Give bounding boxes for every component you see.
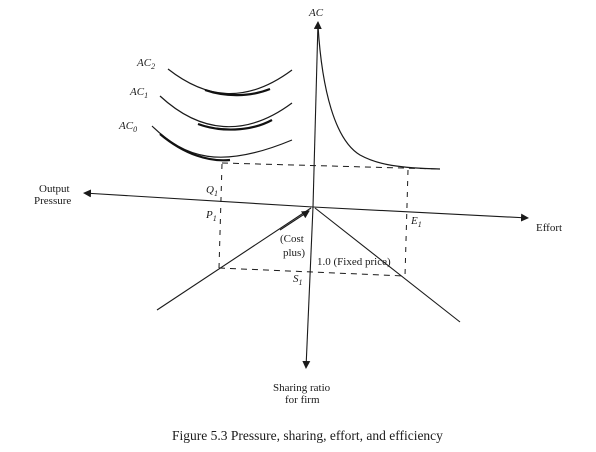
ac1-curve-bottom <box>197 119 273 131</box>
q1-label: Q1 <box>206 184 218 198</box>
ac1-curve <box>159 95 293 128</box>
for-firm-label: for firm <box>285 394 320 406</box>
ac2-curve <box>167 68 293 95</box>
sharing-ratio-label: Sharing ratio <box>273 382 331 394</box>
ac-axis-label: AC <box>308 7 324 19</box>
s1-label: S1 <box>293 273 303 287</box>
ac1-label: AC1 <box>129 86 148 100</box>
fixed-price-label: 1.0 (Fixed price) <box>317 256 391 268</box>
left-sharing-line <box>156 207 312 311</box>
cost-plus-label-line1: (Cost <box>280 233 304 245</box>
horizontal-axis-right <box>312 206 529 222</box>
p1-label: P1 <box>205 209 217 223</box>
ac2-curve-bottom <box>204 87 271 97</box>
dashed-top-connector <box>221 162 439 170</box>
e1-label: E1 <box>410 215 422 229</box>
horizontal-axis-left <box>83 189 314 208</box>
vertical-axis-down <box>302 206 314 369</box>
vertical-axis-up <box>312 21 322 208</box>
dashed-bottom-connector <box>218 267 406 277</box>
right-sharing-line <box>314 207 461 323</box>
ac0-curve <box>151 125 293 158</box>
effort-label: Effort <box>536 222 562 234</box>
figure-caption: Figure 5.3 Pressure, sharing, effort, an… <box>172 428 443 443</box>
cost-plus-label-line2: plus) <box>283 247 305 259</box>
output-label: Output <box>39 183 70 195</box>
cost-plus-arrow <box>279 210 310 231</box>
ac0-label: AC0 <box>118 120 137 134</box>
effort-ac-curve <box>317 25 441 170</box>
dashed-left-vertical <box>218 163 223 269</box>
ac0-curve-bottom <box>159 133 231 162</box>
pressure-label: Pressure <box>34 195 71 207</box>
dashed-right-vertical <box>404 169 409 277</box>
ac2-label: AC2 <box>136 57 155 71</box>
